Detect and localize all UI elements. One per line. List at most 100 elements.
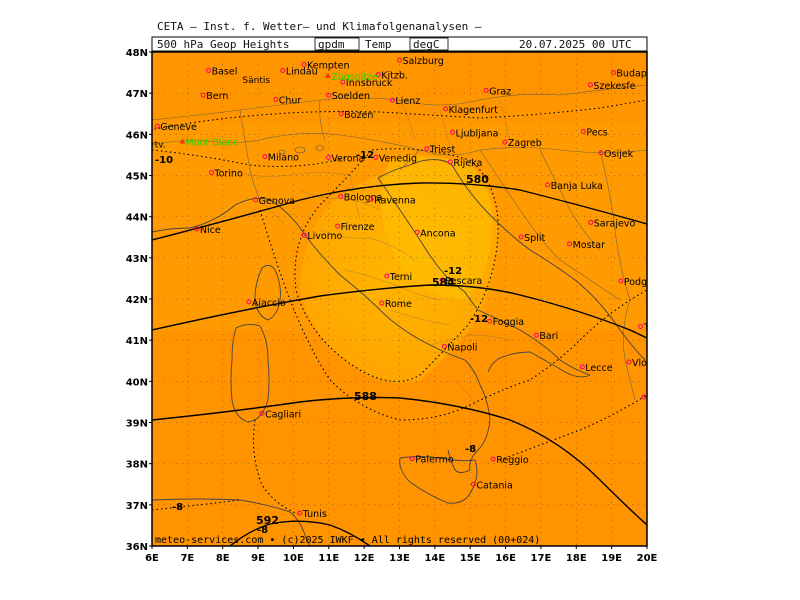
city-label: Lecce [585, 363, 612, 374]
contour-592 [229, 520, 371, 546]
city-marker [325, 154, 331, 160]
longitude-label: 17E [531, 553, 552, 564]
city-label: Salzburg [403, 56, 444, 67]
city-label: Napoli [447, 342, 477, 353]
city-label: Kempten [307, 60, 349, 71]
city-marker [409, 456, 415, 462]
city-marker [246, 299, 252, 305]
city-marker [545, 182, 551, 188]
city-marker [384, 273, 390, 279]
temp-contour-8-south [152, 499, 241, 511]
place-label: Säntis [242, 76, 270, 86]
latitude-label: 36N [126, 542, 148, 553]
city-marker [610, 70, 616, 76]
city-marker [280, 68, 286, 74]
city-label: Palermo [415, 455, 454, 466]
city-label: Lienz [395, 96, 420, 107]
city-marker [618, 278, 624, 284]
height-label-584: 584 [432, 276, 455, 289]
city-label: Bern [206, 91, 228, 102]
temp-label-south: -12 [470, 314, 488, 325]
city-marker [262, 154, 268, 160]
height-label-592: 592 [256, 514, 279, 527]
latitude-label: 47N [126, 89, 148, 100]
latitude-label: 46N [126, 130, 148, 141]
temp-contour-north-east [152, 99, 647, 131]
city-label: Triest [429, 145, 456, 156]
city-label: Osijek [604, 149, 634, 160]
mountain-label: Zugspitze [331, 72, 378, 83]
city-marker [579, 364, 585, 370]
header-unit-degc: degC [413, 38, 440, 51]
city-label: Foggia [493, 317, 524, 328]
city-label: Bologna [344, 192, 383, 203]
temp-label-center: -12 [444, 266, 462, 277]
city-marker [588, 219, 594, 225]
header-datetime: 20.07.2025 00 UTC [519, 38, 632, 51]
city-label: Tirana [643, 323, 674, 334]
country-borders [152, 84, 647, 401]
temp-label-southwest: -8 [172, 502, 183, 513]
city-label: Zagreb [508, 138, 542, 149]
city-marker [326, 92, 332, 98]
city-marker [301, 61, 307, 67]
mountain-marker [179, 138, 186, 144]
city-marker [424, 146, 430, 152]
city-label: Bari [539, 331, 558, 342]
city-marker [373, 154, 379, 160]
header-title: CETA — Inst. f. Wetter— und Klimafolgena… [157, 20, 482, 33]
city-label: Budapest [616, 69, 661, 80]
longitude-label: 9E [251, 553, 265, 564]
city-label: Pescara [445, 276, 482, 287]
city-marker [598, 150, 604, 156]
longitude-label: 13E [389, 553, 410, 564]
longitude-label: 15E [460, 553, 481, 564]
city-marker [414, 229, 420, 235]
city-label: Reggio [496, 455, 529, 466]
city-marker [397, 57, 402, 63]
footer-copyright: meteo-services.com • (c)2025 IWKF • All … [155, 535, 540, 546]
city-marker [200, 92, 206, 98]
city-marker [375, 72, 381, 78]
city-markers: Salzburg Kempten Basel Lindau Kitzb.Innsbruc… [131, 56, 674, 520]
city-marker [533, 332, 539, 338]
city-label: Chur [279, 95, 302, 106]
city-marker [301, 232, 307, 238]
city-marker [587, 82, 593, 88]
latitude-label: 38N [126, 460, 148, 471]
cold-core-inner [381, 156, 493, 300]
contour-588 [152, 396, 647, 526]
city-marker [442, 106, 448, 112]
city-label: Cagliari [265, 409, 301, 420]
city-marker [439, 277, 445, 283]
city-label: Nice [200, 225, 221, 236]
city-label: Milano [268, 153, 299, 164]
city-marker [567, 241, 573, 247]
longitude-label: 16E [495, 553, 516, 564]
city-marker [447, 159, 453, 165]
city-label: Kitzb. [381, 71, 408, 82]
header-field-label: 500 hPa Geop Heights [157, 38, 290, 51]
city-label: Lindau [286, 67, 318, 78]
header-unit-box-degc [409, 37, 449, 51]
temp-label-west: -10 [155, 155, 173, 166]
city-label: Verona [331, 153, 364, 164]
city-marker [253, 197, 259, 203]
header-box [151, 36, 648, 52]
city-label: Torino [213, 169, 243, 180]
latitude-label: 39N [126, 419, 148, 430]
city-marker [518, 234, 524, 240]
city-marker [638, 324, 644, 330]
temp-label-sicily: -8 [465, 444, 476, 455]
place-label: Albertv. [131, 141, 166, 151]
city-label: Vlora [632, 358, 657, 369]
latitude-labels: 48N 47N 46N 45N 44N 43N 42N 41N 40N 39N 38N 37N 36N [126, 48, 152, 553]
city-marker [490, 456, 496, 462]
temperature-contours [152, 99, 647, 516]
darker-field-northeast [420, 52, 647, 100]
city-label: Korfu [647, 393, 672, 404]
longitude-label: 7E [180, 553, 194, 564]
latitude-label: 41N [126, 336, 148, 347]
city-label: Livorno [307, 231, 342, 242]
longitude-label: 8E [216, 553, 230, 564]
